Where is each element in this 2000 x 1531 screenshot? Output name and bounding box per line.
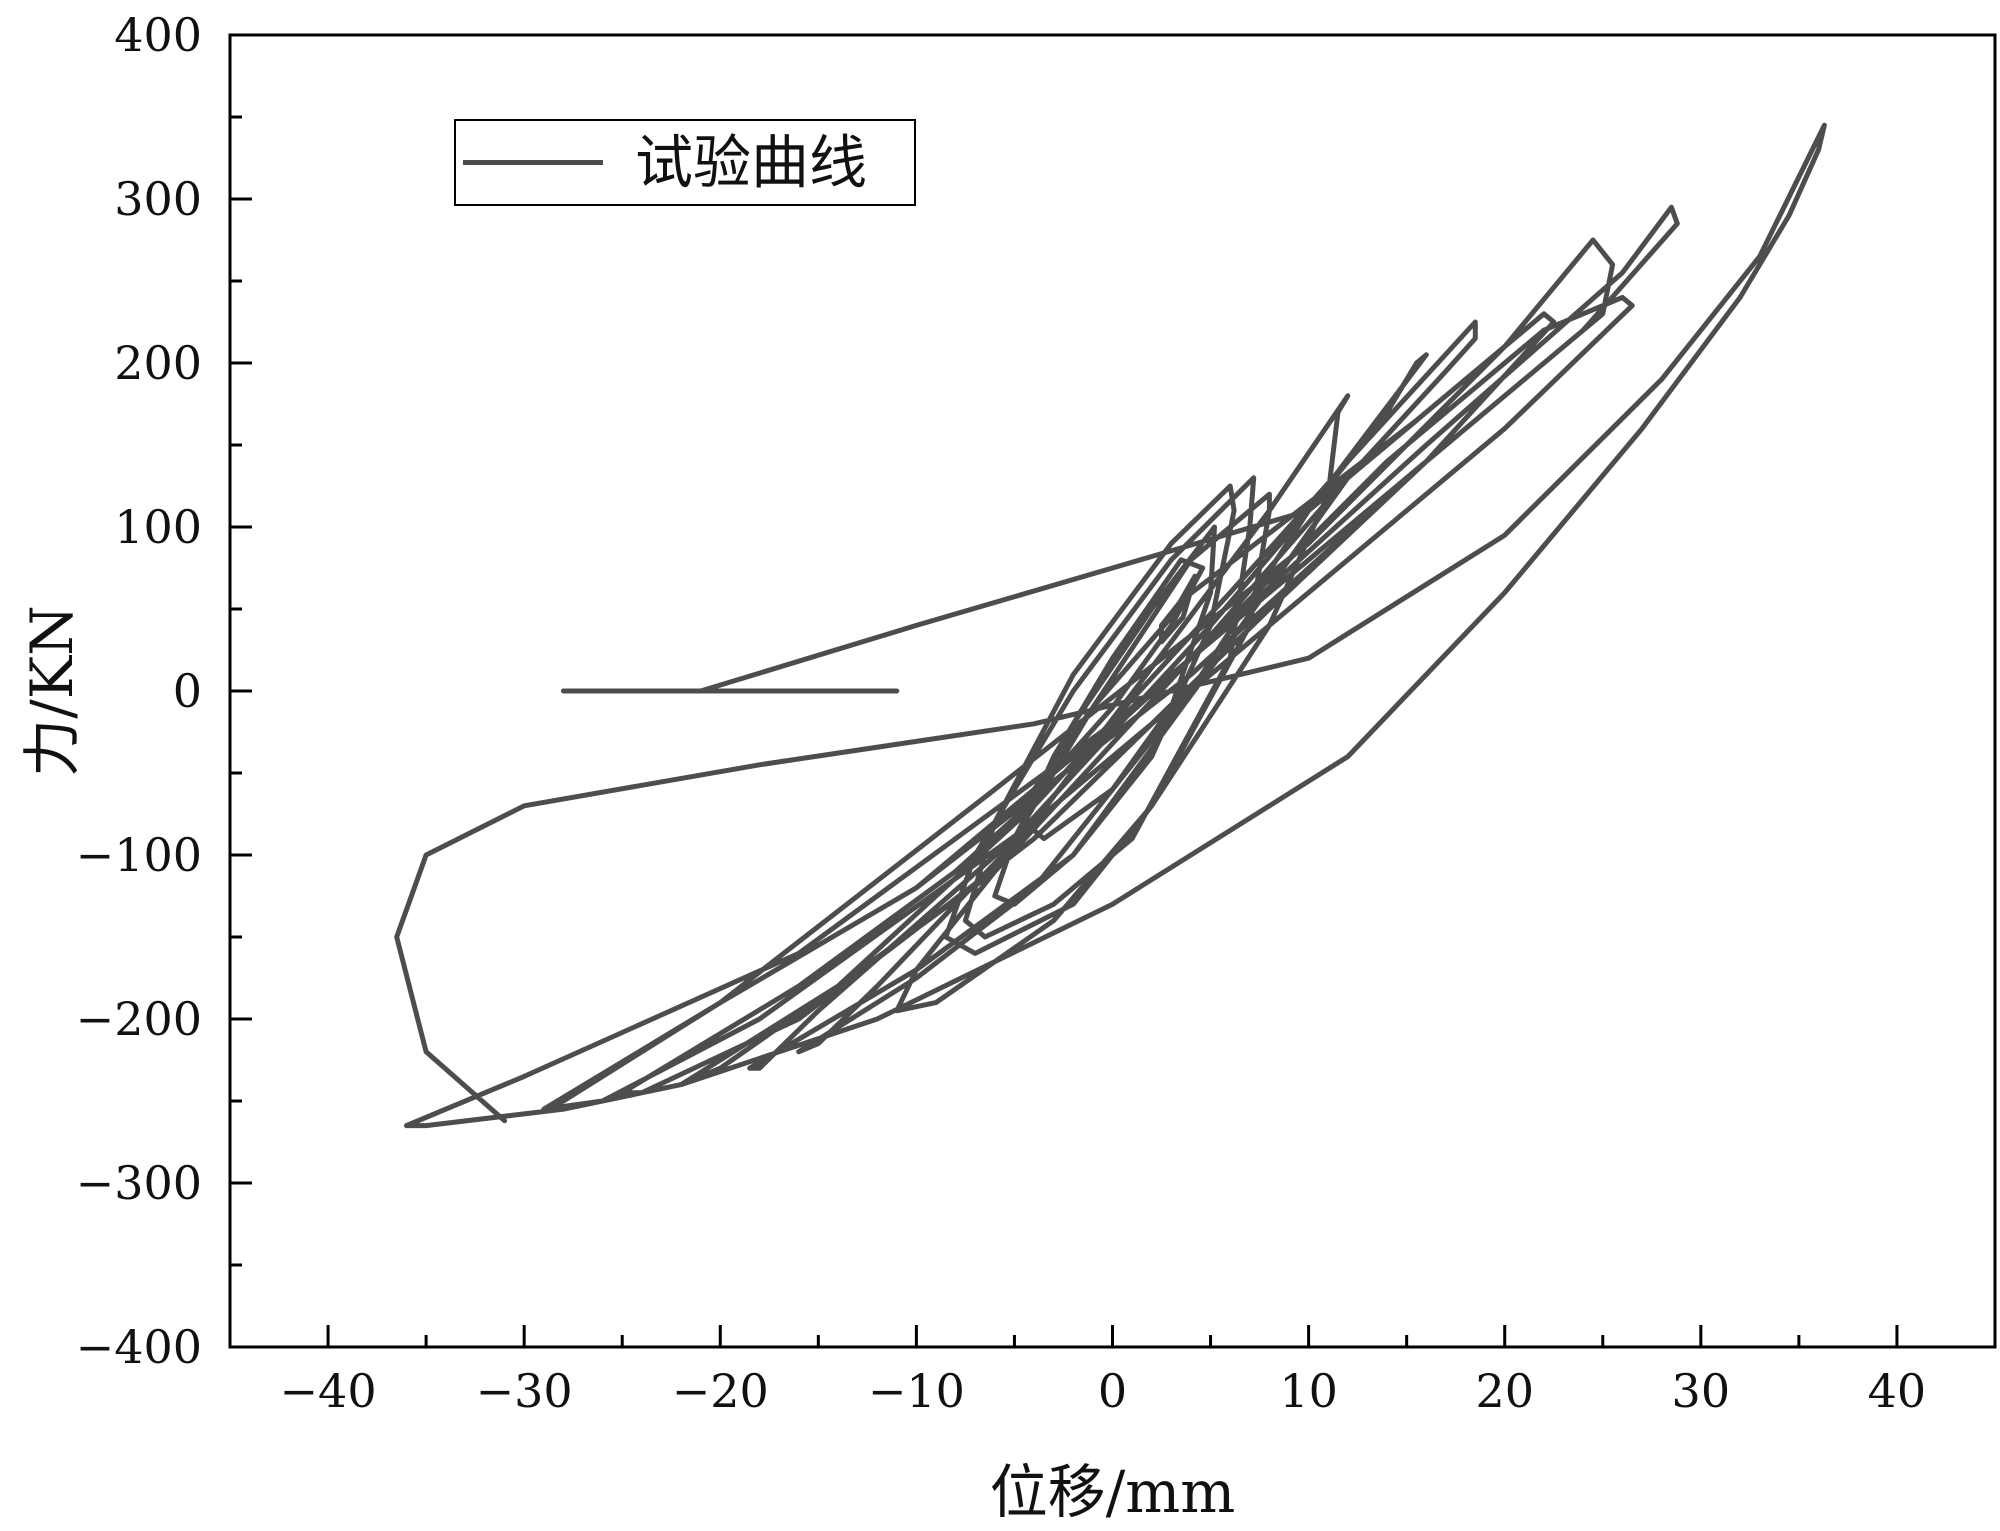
x-tick-label: 10 <box>1279 1364 1338 1418</box>
y-tick-label: 100 <box>114 500 202 554</box>
legend: 试验曲线 <box>454 119 916 206</box>
y-tick-label: −400 <box>76 1320 202 1374</box>
axis-layer: −40 −30 −20 −10 0 10 20 30 40−400−300−200−100010… <box>76 8 1997 1418</box>
x-tick-label: −30 <box>476 1364 573 1418</box>
y-tick-label: 400 <box>114 8 202 62</box>
y-tick-label: 0 <box>173 664 202 718</box>
series-line <box>394 122 1827 1129</box>
x-tick-label: −20 <box>672 1364 769 1418</box>
series-layer <box>394 122 1827 1129</box>
axis-titles: 位移/mm 力/KN <box>18 605 1235 1526</box>
x-tick-label: 20 <box>1475 1364 1534 1418</box>
y-tick-label: −200 <box>76 992 202 1046</box>
y-tick-label: −300 <box>76 1156 202 1210</box>
x-tick-label: −40 <box>280 1364 377 1418</box>
x-tick-label: 30 <box>1672 1364 1731 1418</box>
y-tick-label: 300 <box>114 172 202 226</box>
x-tick-label: 40 <box>1868 1364 1927 1418</box>
y-tick-label: 200 <box>114 336 202 390</box>
x-tick-label: 0 <box>1098 1364 1127 1418</box>
legend-label: 试验曲线 <box>635 129 867 197</box>
y-tick-label: −100 <box>76 828 202 882</box>
x-axis-title: 位移/mm <box>990 1458 1236 1526</box>
x-tick-label: −10 <box>868 1364 965 1418</box>
y-axis-title: 力/KN <box>18 605 86 777</box>
